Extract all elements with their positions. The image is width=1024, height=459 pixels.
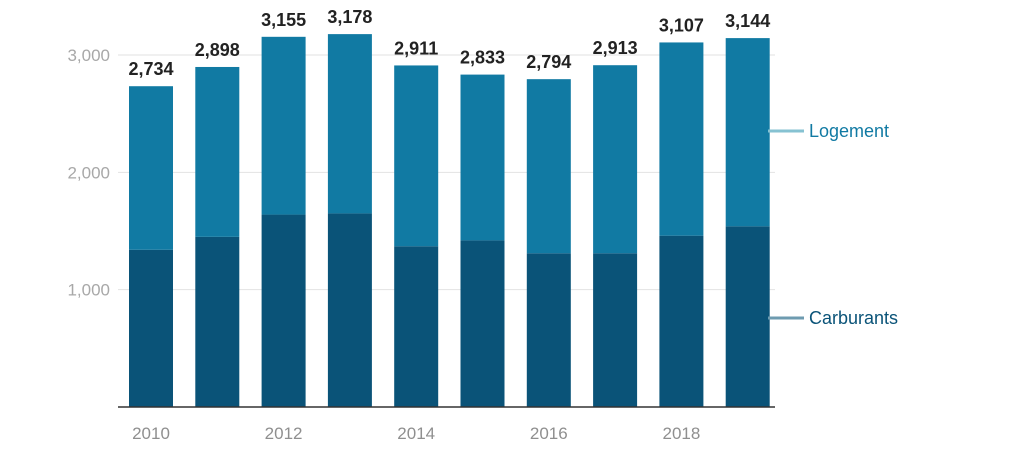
legend-label-carburants: Carburants bbox=[809, 308, 898, 328]
bar-logement-2012 bbox=[261, 36, 306, 215]
y-tick-label: 1,000 bbox=[67, 281, 110, 300]
x-tick-label: 2018 bbox=[662, 424, 700, 443]
total-label-2014: 2,911 bbox=[394, 38, 438, 58]
bar-carburants-2015 bbox=[460, 240, 505, 407]
bar-logement-2018 bbox=[659, 42, 704, 236]
bar-logement-2019 bbox=[725, 38, 770, 227]
bar-carburants-2010 bbox=[129, 249, 173, 407]
bar-logement-2016 bbox=[526, 79, 571, 254]
bar-logement-2014 bbox=[394, 65, 439, 247]
x-tick-label: 2014 bbox=[397, 424, 435, 443]
legend: Logement Carburants bbox=[768, 121, 898, 328]
bar-logement-2010 bbox=[129, 86, 173, 250]
y-tick-label: 2,000 bbox=[67, 163, 110, 182]
bar-carburants-2018 bbox=[659, 235, 704, 407]
total-label-2016: 2,794 bbox=[526, 52, 571, 72]
y-tick-label: 3,000 bbox=[67, 46, 110, 65]
bars bbox=[129, 34, 770, 407]
bar-carburants-2017 bbox=[593, 253, 638, 407]
total-label-2017: 2,913 bbox=[593, 38, 638, 58]
y-axis-ticks: 1,000 2,000 3,000 bbox=[67, 46, 110, 300]
x-tick-label: 2010 bbox=[132, 424, 170, 443]
bar-carburants-2014 bbox=[394, 246, 439, 407]
bar-logement-2015 bbox=[460, 74, 505, 241]
bar-carburants-2019 bbox=[725, 226, 770, 407]
x-tick-label: 2012 bbox=[265, 424, 303, 443]
total-label-2011: 2,898 bbox=[195, 40, 240, 60]
bar-logement-2017 bbox=[593, 65, 638, 254]
legend-label-logement: Logement bbox=[809, 121, 889, 141]
total-label-2013: 3,178 bbox=[327, 7, 372, 27]
bar-carburants-2013 bbox=[327, 213, 372, 407]
bar-carburants-2016 bbox=[526, 253, 571, 407]
total-labels: 2,734 2,898 3,155 3,178 2,911 2,833 2,794 2,913… bbox=[128, 7, 770, 79]
total-label-2015: 2,833 bbox=[460, 48, 505, 68]
total-label-2019: 3,144 bbox=[725, 11, 770, 31]
total-label-2018: 3,107 bbox=[659, 15, 704, 35]
x-axis-ticks: 2010 2012 2014 2016 2018 bbox=[132, 424, 700, 443]
bar-logement-2013 bbox=[327, 34, 372, 214]
bar-carburants-2012 bbox=[261, 214, 306, 407]
bar-logement-2011 bbox=[195, 66, 240, 237]
total-label-2012: 3,155 bbox=[261, 10, 306, 30]
total-label-2010: 2,734 bbox=[128, 59, 173, 79]
bar-carburants-2011 bbox=[195, 236, 240, 407]
x-tick-label: 2016 bbox=[530, 424, 568, 443]
